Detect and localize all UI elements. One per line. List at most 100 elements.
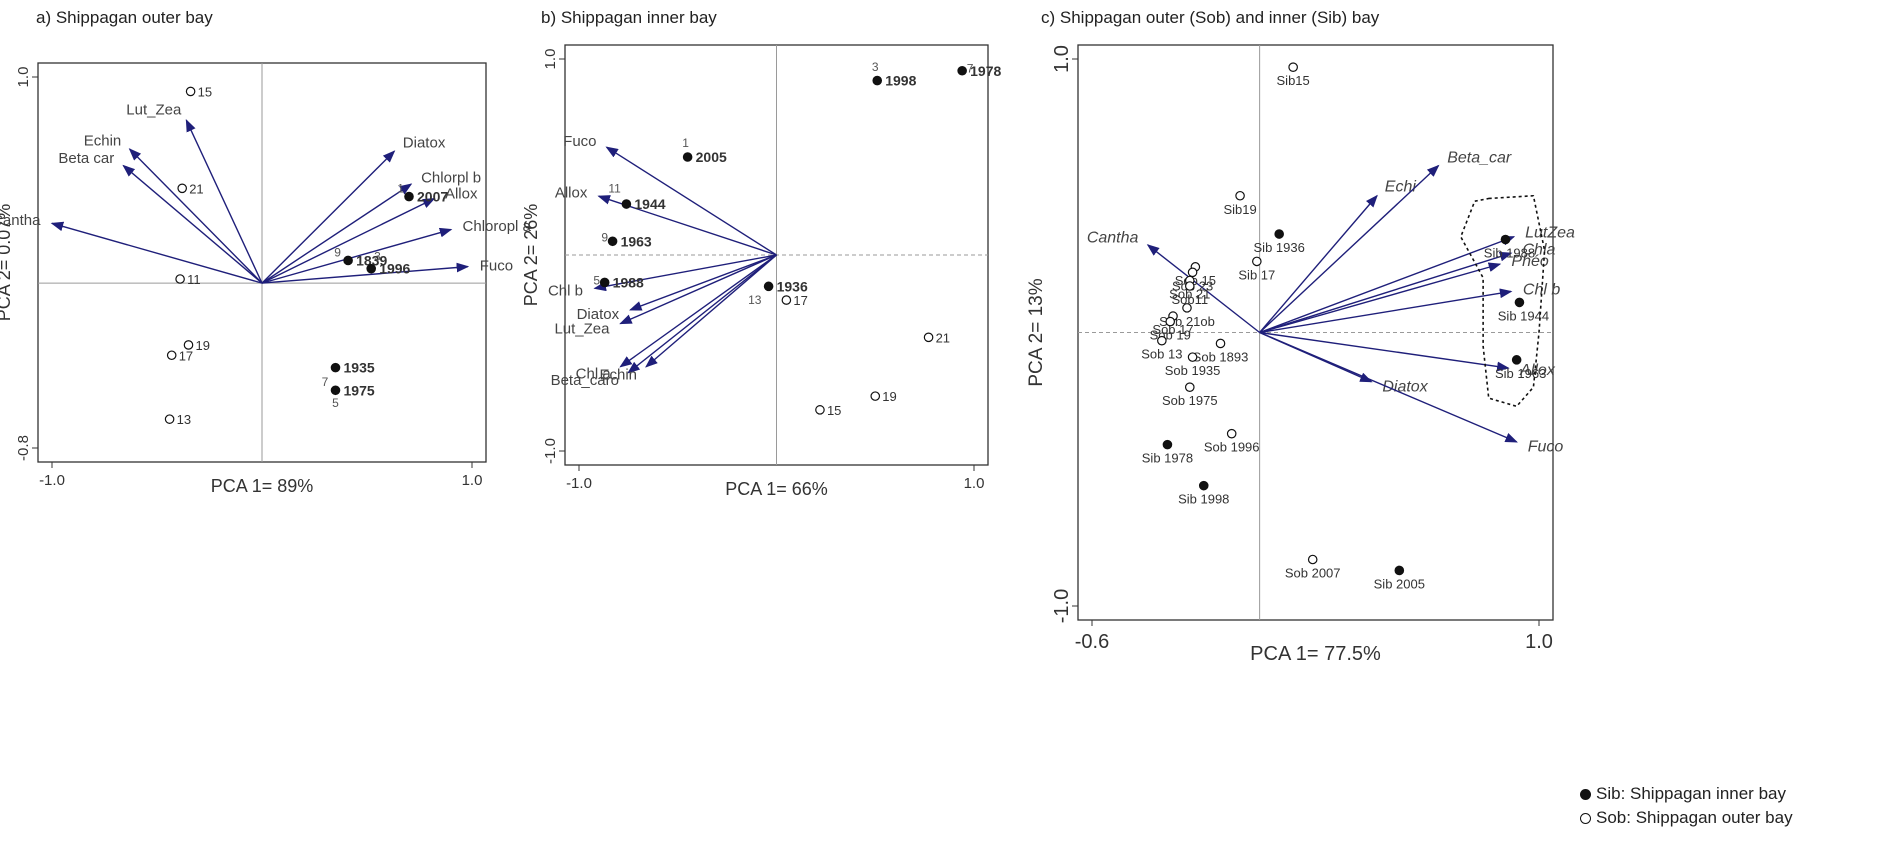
point-label: 19 — [196, 338, 210, 353]
x-tick-label: 1.0 — [964, 475, 985, 492]
point-number-label: 9 — [334, 245, 341, 259]
open-circle-icon — [1580, 812, 1591, 824]
point-label: Sib 2005 — [1374, 576, 1425, 591]
open-point — [1215, 338, 1226, 349]
open-point — [870, 391, 881, 401]
vector-label: Phéo — [1511, 253, 1548, 270]
point-label: 1988 — [613, 274, 644, 290]
loading-vector — [645, 254, 777, 368]
filled-point — [1198, 480, 1209, 491]
filled-point — [763, 281, 774, 292]
filled-point — [1394, 565, 1405, 576]
point-label: 15 — [827, 403, 841, 418]
x-tick-label: -1.0 — [39, 472, 65, 489]
point-label: Sib15 — [1277, 73, 1310, 88]
vector-label: Allox — [555, 184, 588, 201]
chart-2: -0.6 1.0 -1.0 1.0 PCA 1= 77.5% PCA 2= 13% Cant… — [1026, 44, 1575, 665]
point-label: 15 — [198, 84, 212, 99]
y-tick-label: 1.0 — [542, 49, 559, 70]
filled-point — [599, 277, 610, 288]
point-label: Sob 1893 — [1193, 349, 1249, 364]
y-tick-label: -1.0 — [542, 438, 559, 464]
chart-c-legend: Sib: Shippagan inner bay Sob: Shippagan … — [1580, 782, 1793, 830]
chart-1: -1.0 1.0 -1.0 1.0 PCA 1= 66% PCA 2= 26% Fuco Al… — [521, 44, 1002, 499]
filled-point — [872, 75, 883, 86]
y-axis-title: PCA 2= 26% — [521, 204, 541, 307]
vector-label: Beta_car — [1447, 149, 1512, 166]
point-label: 13 — [177, 412, 191, 427]
point-number-label: 7 — [322, 375, 329, 389]
loading-vector — [261, 262, 470, 284]
loading-vector — [1259, 251, 1513, 334]
point-label: 21 — [189, 181, 203, 196]
point-label: 1839 — [356, 252, 387, 268]
vector-label: LutZea — [1525, 225, 1575, 242]
open-point — [175, 274, 185, 284]
loading-vector — [185, 119, 263, 284]
point-label: 17 — [179, 348, 193, 363]
point-label: 1975 — [344, 382, 375, 398]
point-label: 17 — [793, 293, 807, 308]
open-point — [1307, 554, 1318, 565]
point-label: 21 — [936, 330, 950, 345]
filled-point — [957, 65, 967, 76]
vector-label: Fuco — [1528, 439, 1564, 456]
x-tick-label: 1.0 — [462, 472, 483, 489]
filled-point — [1511, 355, 1522, 365]
x-tick-label: 1.0 — [1525, 631, 1553, 653]
point-label: 11 — [187, 272, 201, 287]
vector-label: Chlorpl b — [421, 170, 481, 187]
filled-point — [1162, 439, 1173, 450]
point-number-label: 11 — [608, 181, 621, 195]
point-label: 1978 — [970, 63, 1001, 79]
loading-vector — [627, 254, 777, 374]
point-number-label: 1 — [682, 136, 689, 150]
x-axis-title: PCA 1= 77.5% — [1250, 643, 1381, 665]
open-point — [177, 183, 187, 194]
vector-label: Diatox — [403, 135, 446, 152]
y-axis-title: PCA 2= 13% — [1026, 278, 1047, 386]
open-point — [1187, 352, 1198, 362]
filled-circle-icon — [1580, 788, 1591, 800]
open-point — [164, 414, 175, 424]
filled-point — [366, 263, 376, 274]
open-point — [185, 86, 196, 97]
open-point — [1252, 256, 1262, 267]
point-label: Sob 17 — [1152, 322, 1193, 337]
y-tick-label: 1.0 — [1051, 45, 1073, 73]
open-point — [1288, 62, 1298, 73]
point-label: Sib 17 — [1238, 267, 1275, 282]
loading-vector — [261, 227, 453, 284]
point-label: Sib 1944 — [1498, 308, 1549, 323]
point-label: Sob 21 — [1169, 287, 1210, 302]
vector-label: Cantha — [0, 212, 41, 229]
point-label: Sob 15 — [1175, 273, 1216, 288]
filled-point — [1274, 229, 1284, 239]
filled-point — [607, 236, 618, 247]
loading-vector — [261, 150, 396, 284]
point-label: Sib 1936 — [1254, 240, 1305, 255]
loading-vector — [1259, 331, 1518, 443]
legend-label-inner: Sib: Shippagan inner bay — [1596, 784, 1786, 803]
point-label: Sob 1975 — [1162, 393, 1218, 408]
open-point — [183, 340, 194, 350]
vector-label: Beta_caro — [551, 372, 619, 389]
open-point — [781, 295, 792, 305]
vector-label: Cantha — [1087, 230, 1139, 247]
loading-vector — [619, 254, 777, 325]
point-number-label: 3 — [872, 60, 879, 74]
y-tick-label: -1.0 — [1051, 589, 1073, 623]
x-tick-label: -0.6 — [1075, 631, 1109, 653]
vector-label: Fuco — [563, 133, 596, 150]
loading-vector — [605, 146, 777, 256]
filled-point — [1514, 297, 1525, 308]
loading-vector — [261, 183, 413, 284]
vector-label: Chl a — [576, 366, 612, 383]
point-label: Sob 13 — [1141, 347, 1182, 362]
point-label: 1963 — [621, 233, 652, 249]
point-number-label: 5 — [593, 273, 600, 287]
chart-0: -1.0 1.0 -0.8 1.0 PCA 1= 89% PCA 2= 0.07% Echi… — [0, 62, 532, 496]
x-axis-title: PCA 1= 66% — [725, 479, 828, 499]
vector-label: Fuco — [480, 258, 513, 275]
